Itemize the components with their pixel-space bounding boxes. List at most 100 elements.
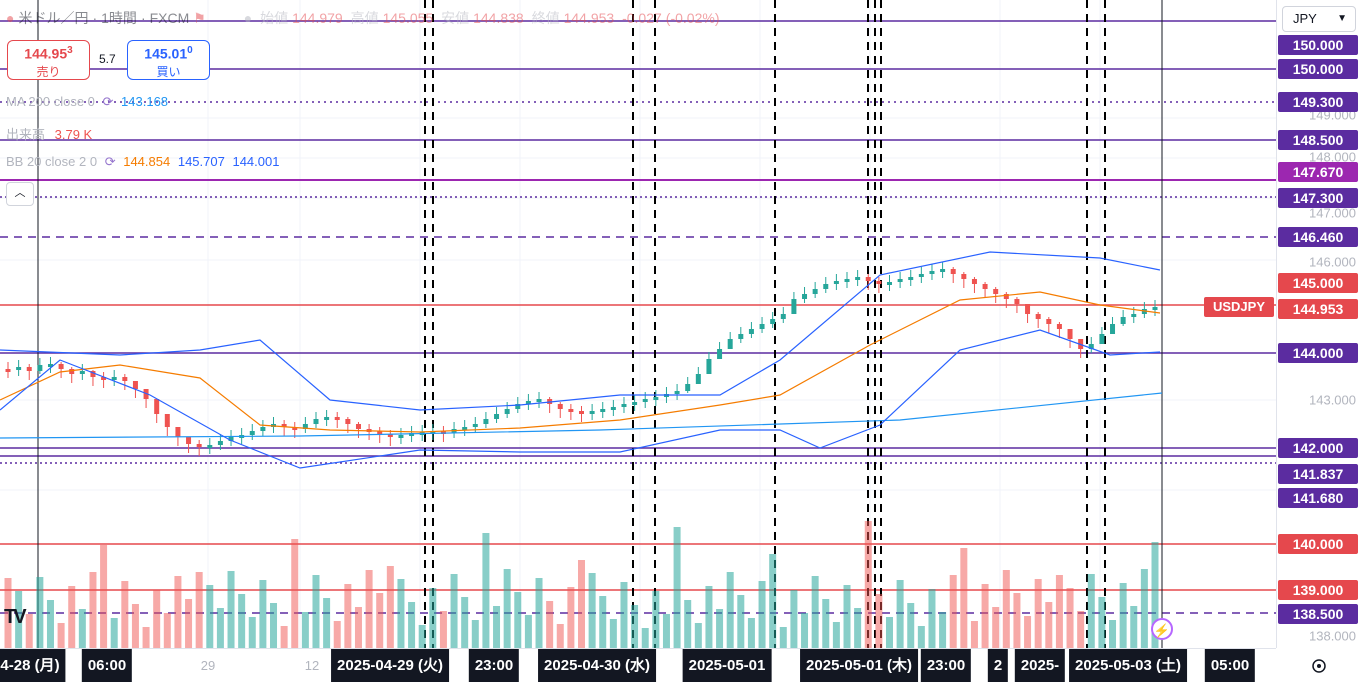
candle-body: [430, 431, 436, 434]
time-label: 2: [987, 649, 1009, 682]
collapse-legend-button[interactable]: ︿: [6, 182, 34, 206]
time-label: 2025-04-29 (火): [331, 649, 449, 682]
hide-circle-icon[interactable]: ●: [243, 10, 253, 26]
time-label: 2025-05-01: [682, 649, 772, 682]
candle-body: [780, 314, 786, 319]
volume-bar: [960, 548, 968, 648]
candle-body: [186, 437, 192, 444]
price-label: 142.000: [1278, 438, 1358, 458]
candle-body: [217, 441, 223, 445]
symbol-name[interactable]: 米ドル／円: [18, 10, 89, 26]
candle-body: [324, 417, 330, 420]
buy-button[interactable]: 145.010 買い: [127, 40, 210, 80]
volume-bar: [323, 598, 331, 648]
flag-icon[interactable]: ⚑: [193, 10, 206, 26]
refresh-icon[interactable]: ⟳: [102, 94, 114, 109]
sell-button[interactable]: 144.953 売り: [7, 40, 90, 80]
candle-body: [1120, 317, 1126, 324]
volume-value: 3.79 K: [54, 127, 93, 142]
volume-bar: [89, 572, 97, 648]
volume-bar: [769, 554, 777, 648]
ma-legend[interactable]: MA 200 close 0 ⟳ 143.168: [6, 94, 168, 110]
volume-bar: [970, 621, 978, 648]
candle-body: [122, 377, 128, 381]
volume-bar: [790, 590, 798, 648]
volume-bar: [875, 594, 883, 648]
candle-body: [971, 279, 977, 284]
volume-bar: [1109, 620, 1117, 648]
bb-upper-line: [0, 251, 1161, 411]
volume-bar: [1130, 606, 1138, 648]
candle-body: [1025, 304, 1031, 314]
price-label: 144.953: [1278, 299, 1358, 319]
volume-bar: [1024, 616, 1032, 648]
volume-bar: [864, 521, 872, 648]
candle-body: [196, 444, 202, 447]
volume-bar: [567, 587, 575, 648]
volume-bar: [737, 595, 745, 648]
candle-body: [494, 414, 500, 419]
volume-bar: [195, 572, 203, 648]
bolt-icon[interactable]: ⚡: [1151, 618, 1173, 640]
refresh-icon[interactable]: ⟳: [104, 154, 116, 169]
volume-bar: [503, 569, 511, 648]
volume-bar: [620, 582, 628, 648]
bb-basis-line: [0, 291, 1161, 433]
candle-body: [355, 424, 361, 429]
time-axis[interactable]: 4-28 (月) 06:00 29 12 2025-04-29 (火) 23:00 2025…: [0, 648, 1276, 684]
price-label: 150.000: [1278, 59, 1358, 79]
candle-body: [621, 404, 627, 407]
chart-area[interactable]: ● 米ドル／円 · 1時間 · FXCM ⚑ ● 始値 144.979 高値 145.055 安…: [0, 0, 1276, 648]
candle-body: [5, 369, 11, 372]
volume-bar: [397, 579, 405, 648]
volume-bar: [588, 573, 596, 648]
chart-canvas[interactable]: [0, 0, 1276, 648]
ma-line: [0, 392, 1163, 439]
volume-bar: [1140, 569, 1148, 648]
candle-body: [717, 349, 723, 359]
volume-legend[interactable]: 出来高 3.79 K: [6, 124, 92, 143]
ma-name: MA 200 close 0: [6, 94, 95, 109]
interval[interactable]: 1時間: [101, 10, 137, 26]
candle-body: [228, 437, 234, 441]
tradingview-logo-icon[interactable]: TV: [4, 606, 26, 628]
candle-body: [812, 289, 818, 294]
price-axis[interactable]: 149.000 148.000 147.000 146.000 143.000 138.0…: [1276, 0, 1361, 648]
volume-bar: [185, 599, 193, 648]
candle-body: [993, 289, 999, 294]
volume-bar: [78, 609, 86, 648]
candle-body: [738, 334, 744, 339]
volume-bar: [556, 624, 564, 648]
volume-bar: [1055, 575, 1063, 648]
candle-body: [568, 409, 574, 412]
candle-body: [1056, 324, 1062, 329]
volume-bar: [270, 603, 278, 648]
chart-header: ● 米ドル／円 · 1時間 · FXCM ⚑ ● 始値 144.979 高値 145.055 安…: [6, 10, 720, 26]
bb-name: BB 20 close 2 0: [6, 154, 98, 169]
buy-label: 買い: [156, 64, 181, 79]
candle-body: [600, 409, 606, 412]
candle-body: [345, 419, 351, 424]
candle-body: [260, 427, 266, 431]
volume-bar: [1119, 583, 1127, 648]
bb-legend[interactable]: BB 20 close 2 0 ⟳ 144.854 145.707 144.00…: [6, 154, 279, 170]
candle-body: [579, 411, 584, 414]
price-label: 149.300: [1278, 92, 1358, 112]
candle-body: [685, 384, 691, 391]
volume-bar: [652, 591, 660, 648]
candle-body: [536, 399, 542, 402]
candle-body: [1046, 319, 1052, 324]
price-tick: 147.000: [1309, 205, 1356, 221]
volume-bar: [535, 578, 543, 648]
currency-select[interactable]: JPY ▼: [1282, 6, 1356, 32]
volume-bar: [227, 571, 235, 648]
time-label: 23:00: [920, 649, 972, 682]
volume-bar: [1087, 574, 1095, 648]
price-tick: 143.000: [1309, 392, 1356, 408]
volume-bar: [832, 622, 840, 648]
candle-body: [132, 381, 138, 389]
candle-body: [589, 411, 595, 414]
candle-body: [950, 269, 956, 274]
settings-button[interactable]: [1276, 648, 1361, 683]
candle-body: [313, 419, 319, 424]
